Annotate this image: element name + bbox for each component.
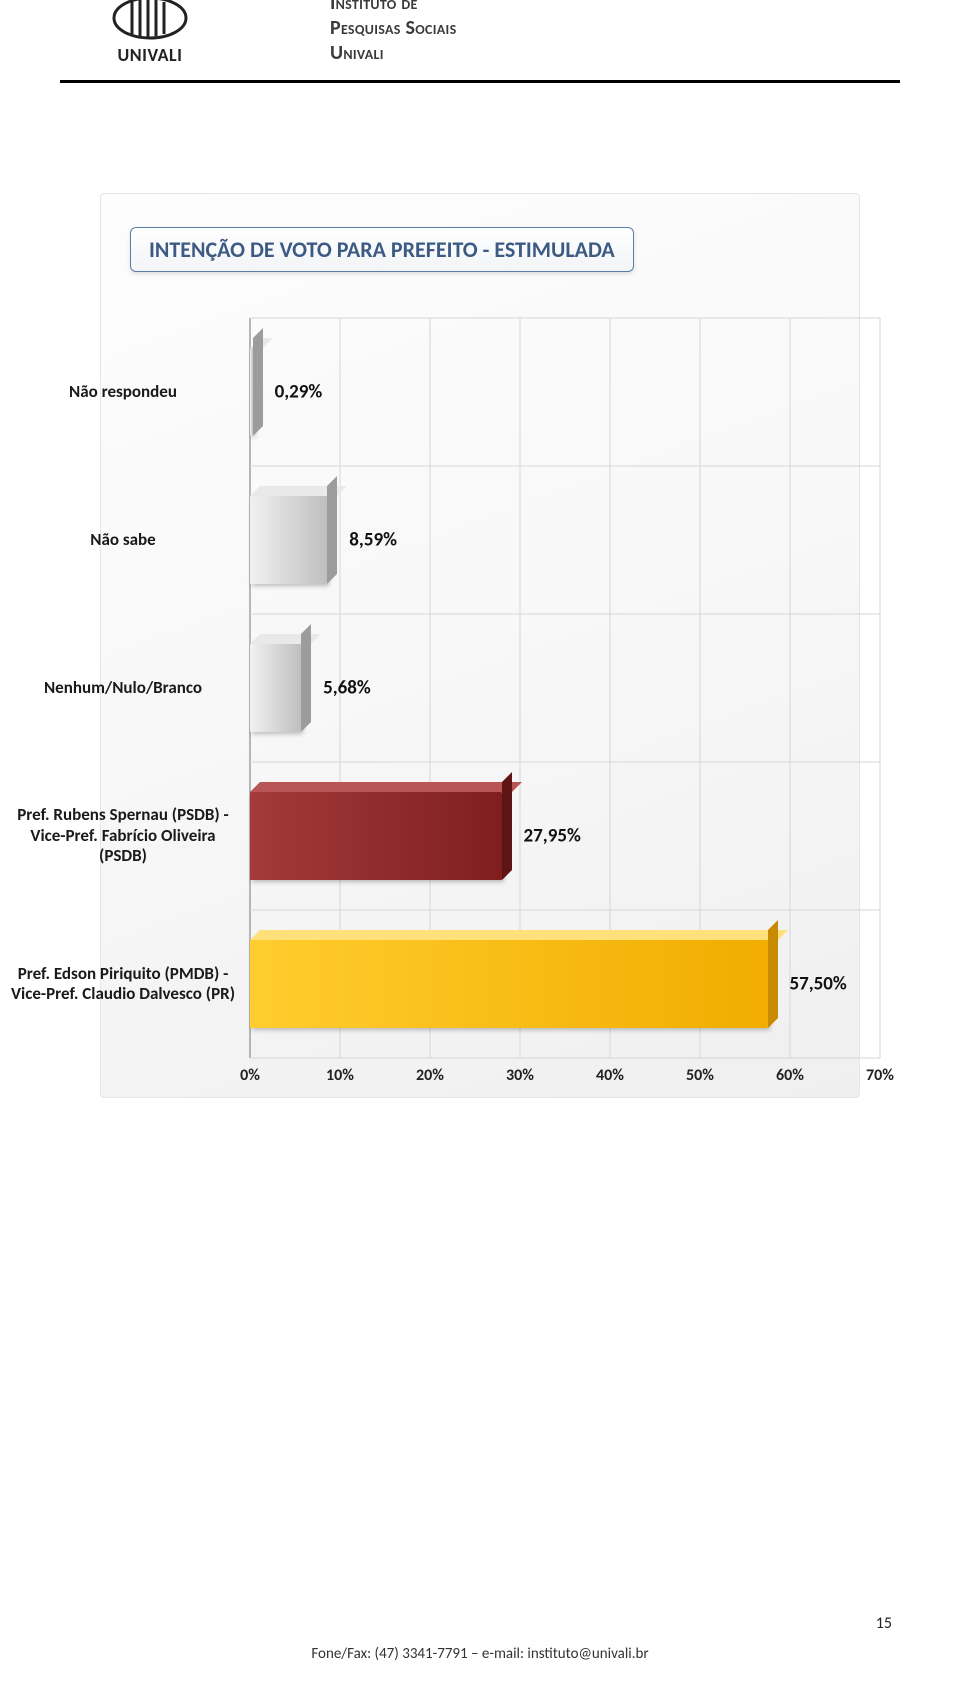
value-label: 8,59%	[349, 529, 397, 552]
bar	[250, 496, 327, 584]
bar	[250, 940, 768, 1028]
chart-title-box: INTENÇÃO DE VOTO PARA PREFEITO - ESTIMUL…	[130, 227, 634, 272]
value-label: 5,68%	[323, 677, 371, 700]
value-label: 27,95%	[524, 825, 581, 848]
x-axis-ticks: 0%10%20%30%40%50%60%70%	[250, 1066, 880, 1088]
institute-line: Univali	[330, 41, 457, 66]
bar	[250, 348, 253, 436]
x-tick-label: 20%	[416, 1066, 444, 1085]
category-label: Nenhum/Nulo/Branco	[10, 678, 250, 698]
univali-logo-icon	[110, 0, 190, 40]
chart-title: INTENÇÃO DE VOTO PARA PREFEITO - ESTIMUL…	[149, 236, 615, 263]
x-tick-label: 10%	[326, 1066, 354, 1085]
chart-row: Pref. Edson Piriquito (PMDB) - Vice-Pref…	[250, 910, 880, 1058]
x-tick-label: 60%	[776, 1066, 804, 1085]
page-header: UNIVALI Instituto de Pesquisas Sociais U…	[60, 0, 900, 80]
page-number: 15	[876, 1614, 892, 1633]
chart-row: Pref. Rubens Spernau (PSDB) - Vice-Pref.…	[250, 762, 880, 910]
x-tick-label: 70%	[866, 1066, 894, 1085]
category-label: Não respondeu	[10, 382, 250, 402]
chart-row: Não respondeu0,29%	[250, 318, 880, 466]
institute-line: Instituto de	[330, 0, 457, 16]
header-rule	[60, 80, 900, 83]
category-label: Pref. Rubens Spernau (PSDB) - Vice-Pref.…	[10, 805, 250, 866]
institute-name: Instituto de Pesquisas Sociais Univali	[330, 0, 457, 66]
category-label: Pref. Edson Piriquito (PMDB) - Vice-Pref…	[10, 964, 250, 1005]
bar	[250, 644, 301, 732]
chart-panel: INTENÇÃO DE VOTO PARA PREFEITO - ESTIMUL…	[100, 193, 860, 1098]
univali-logo: UNIVALI	[110, 0, 190, 66]
x-tick-label: 50%	[686, 1066, 714, 1085]
institute-line: Pesquisas Sociais	[330, 16, 457, 41]
value-label: 57,50%	[790, 973, 847, 996]
chart-row: Não sabe8,59%	[250, 466, 880, 614]
logo-text: UNIVALI	[118, 44, 183, 66]
x-tick-label: 0%	[240, 1066, 260, 1085]
x-tick-label: 40%	[596, 1066, 624, 1085]
footer-contact: Fone/Fax: (47) 3341-7791 – e-mail: insti…	[0, 1645, 960, 1663]
x-tick-label: 30%	[506, 1066, 534, 1085]
value-label: 0,29%	[275, 381, 323, 404]
bar	[250, 792, 502, 880]
chart-plot-area: 0%10%20%30%40%50%60%70% Não respondeu0,2…	[250, 318, 880, 1058]
chart-row: Nenhum/Nulo/Branco5,68%	[250, 614, 880, 762]
category-label: Não sabe	[10, 530, 250, 550]
